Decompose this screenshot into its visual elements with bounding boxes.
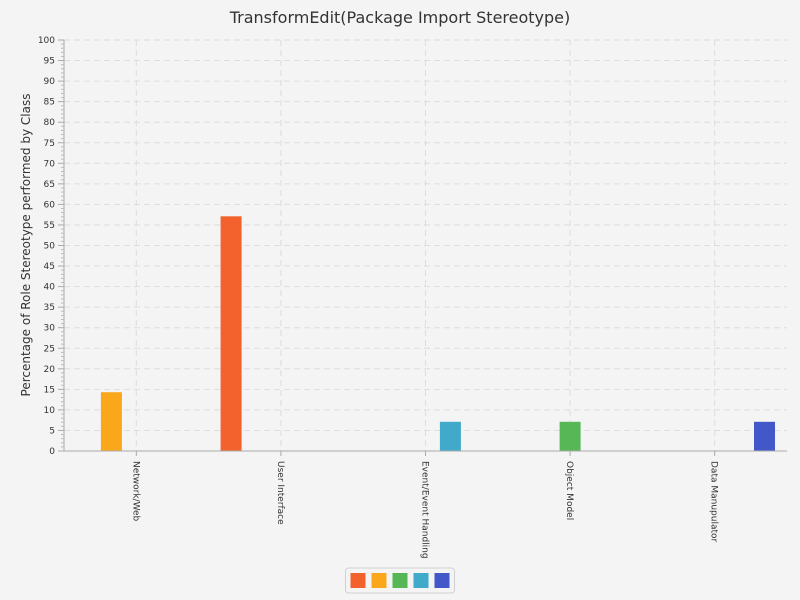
bar[interactable] <box>559 421 581 451</box>
legend-swatch[interactable] <box>413 573 429 588</box>
grid <box>64 39 787 451</box>
y-axis-label: Percentage of Role Stereotype performed … <box>19 94 33 397</box>
y-tick-label: 100 <box>38 36 55 46</box>
x-category-label: Data Manupulator <box>709 461 719 543</box>
y-axis-ticks: 0 5 10 15 20 25 30 35 40 45 50 55 60 65 70 75 80 85 90 95 10… <box>38 36 64 457</box>
x-category-label: Network/Web <box>130 461 140 522</box>
bar[interactable] <box>220 216 242 451</box>
y-tick-label: 75 <box>44 139 55 149</box>
bar[interactable] <box>754 421 775 451</box>
y-tick-label: 70 <box>44 159 56 169</box>
y-tick-label: 15 <box>44 385 55 395</box>
x-category-label: Object Model <box>564 461 574 520</box>
y-tick-label: 95 <box>44 57 55 67</box>
legend-swatch[interactable] <box>371 573 387 588</box>
y-tick-label: 5 <box>49 426 55 436</box>
legend <box>345 567 455 594</box>
y-tick-label: 90 <box>44 77 56 87</box>
legend-swatch[interactable] <box>434 573 450 588</box>
bars <box>100 216 775 451</box>
y-tick-label: 45 <box>44 262 55 272</box>
bar[interactable] <box>439 421 461 451</box>
x-axis-categories: Network/Web User Interface Event/Event Han… <box>130 461 718 559</box>
y-tick-label: 85 <box>44 98 55 108</box>
y-tick-label: 40 <box>44 283 56 293</box>
legend-swatch[interactable] <box>392 573 408 588</box>
y-tick-label: 35 <box>44 303 55 313</box>
legend-swatch[interactable] <box>350 573 366 588</box>
x-category-label: Event/Event Handling <box>420 461 430 559</box>
y-tick-label: 0 <box>49 447 55 457</box>
x-category-label: User Interface <box>275 461 285 525</box>
y-tick-label: 55 <box>44 221 55 231</box>
y-tick-label: 20 <box>44 365 56 375</box>
y-tick-label: 60 <box>44 200 56 210</box>
y-tick-label: 25 <box>44 344 55 354</box>
bar[interactable] <box>100 392 122 451</box>
y-tick-label: 80 <box>44 118 56 128</box>
y-tick-label: 10 <box>44 406 56 416</box>
chart-title: TransformEdit(Package Import Stereotype) <box>229 8 571 27</box>
y-tick-label: 65 <box>44 180 55 190</box>
y-tick-label: 50 <box>44 242 56 252</box>
y-tick-label: 30 <box>44 324 56 334</box>
